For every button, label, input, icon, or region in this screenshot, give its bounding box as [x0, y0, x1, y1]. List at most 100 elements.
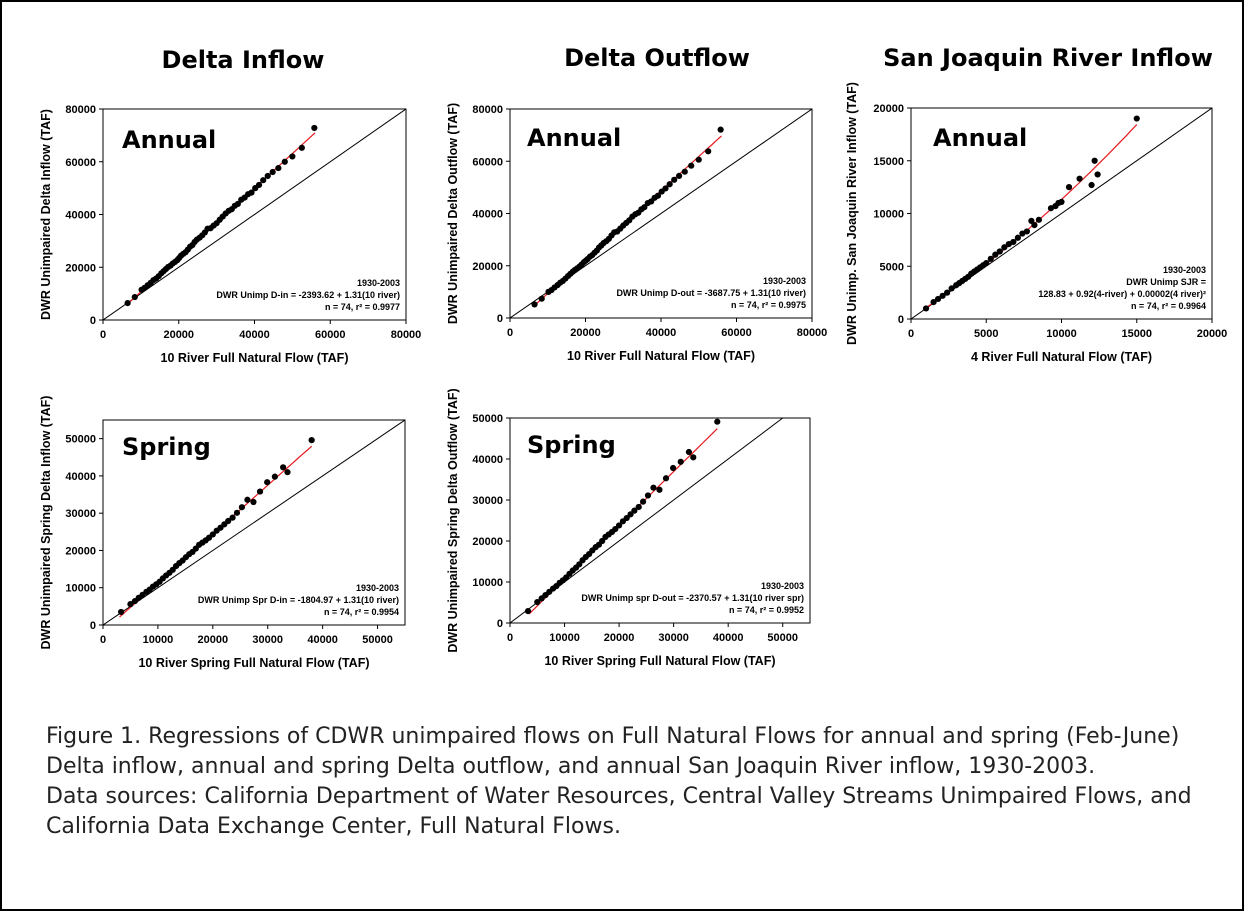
- data-point: [308, 437, 315, 444]
- x-tick-label: 30000: [252, 634, 283, 646]
- x-tick-label: 40000: [713, 632, 744, 644]
- data-point: [118, 608, 125, 616]
- data-point: [662, 475, 670, 482]
- x-tick-label: 40000: [307, 634, 338, 646]
- y-axis-label: DWR Unimp. San Joaquin River Inflow (TAF…: [845, 82, 859, 345]
- data-point: [1088, 181, 1095, 189]
- chart-panel-3: San Joaquin River Inflow 0 5000 10000 15000 2…: [845, 44, 1227, 364]
- x-tick-label: 20000: [198, 634, 229, 646]
- x-tick-label: 20000: [163, 329, 194, 341]
- x-tick-label: 10000: [549, 632, 580, 644]
- y-tick-label: 40000: [65, 210, 96, 222]
- x-tick-label: 0: [507, 632, 513, 644]
- data-point: [127, 601, 134, 608]
- data-point: [623, 514, 630, 522]
- season-label: Spring: [527, 431, 616, 459]
- data-point: [1023, 228, 1030, 235]
- data-point: [695, 156, 702, 163]
- data-point: [131, 293, 138, 301]
- data-point: [705, 148, 712, 155]
- data-point: [650, 484, 657, 491]
- x-tick-label: 50000: [362, 634, 393, 646]
- data-point: [256, 488, 264, 495]
- x-axis-label: 10 River Spring Full Natural Flow (TAF): [544, 654, 775, 668]
- data-point: [264, 172, 271, 180]
- data-point: [992, 251, 999, 258]
- y-tick-label: 5000: [880, 261, 904, 273]
- data-point: [677, 458, 684, 465]
- data-point: [271, 473, 278, 480]
- data-point: [669, 464, 677, 472]
- x-axis-label: 4 River Full Natural Flow (TAF): [971, 350, 1152, 364]
- x-tick-label: 15000: [1121, 328, 1152, 340]
- regression-annotation: 1930-2003: [357, 278, 400, 288]
- chart-panel-2: Delta Outflow 0 20000 40000 60000 80000 0 20000…: [446, 44, 827, 363]
- y-axis-label: DWR Unimpaired Delta Inflow (TAF): [39, 109, 53, 320]
- one-to-one-line: [103, 420, 405, 625]
- y-tick-label: 40000: [65, 471, 96, 483]
- regression-annotation: DWR Unimp SJR =: [1126, 277, 1206, 287]
- x-tick-label: 80000: [391, 329, 422, 341]
- data-point: [930, 299, 937, 306]
- regression-annotation: 128.83 + 0.92(4-river) + 0.00002(4 river…: [1038, 289, 1206, 299]
- data-point: [1094, 171, 1101, 178]
- data-point: [644, 492, 652, 499]
- data-point: [690, 454, 697, 461]
- data-point: [269, 168, 276, 176]
- regression-annotation: DWR Unimp D-out = -3687.75 + 1.31(10 riv…: [616, 288, 806, 298]
- y-tick-label: 60000: [472, 156, 503, 168]
- y-tick-label: 20000: [472, 261, 503, 273]
- data-point: [631, 507, 638, 514]
- x-tick-label: 10000: [1046, 328, 1077, 340]
- x-tick-label: 20000: [604, 632, 635, 644]
- x-tick-label: 5000: [974, 328, 998, 340]
- data-point: [250, 498, 257, 506]
- regression-annotation: 1930-2003: [1163, 265, 1206, 275]
- data-point: [1133, 115, 1140, 122]
- y-tick-label: 40000: [472, 209, 503, 221]
- data-point: [1014, 234, 1021, 241]
- x-tick-label: 0: [908, 328, 914, 340]
- season-label: Annual: [122, 126, 216, 154]
- data-point: [639, 498, 647, 505]
- x-tick-label: 20000: [570, 327, 601, 339]
- data-point: [280, 464, 287, 471]
- data-point: [681, 168, 688, 175]
- data-point: [948, 285, 955, 292]
- y-axis-label: DWR Unimpaired Delta Outflow (TAF): [446, 103, 460, 324]
- y-tick-label: 40000: [472, 454, 503, 466]
- regression-annotation: DWR Unimp D-in = -2393.62 + 1.31(10 rive…: [216, 290, 400, 300]
- y-tick-label: 0: [90, 620, 96, 632]
- x-tick-label: 0: [100, 329, 106, 341]
- data-point: [233, 509, 241, 516]
- x-tick-label: 60000: [315, 329, 346, 341]
- data-point: [298, 144, 305, 151]
- regression-annotation: n = 74, r² = 0.9975: [731, 300, 806, 310]
- data-point: [1076, 175, 1083, 182]
- y-tick-label: 0: [898, 314, 904, 326]
- y-axis-label: DWR Unimpaired Spring Delta Outflow (TAF…: [446, 388, 460, 652]
- data-point: [260, 177, 267, 184]
- data-point: [534, 598, 541, 606]
- y-tick-label: 20000: [65, 545, 96, 557]
- regression-annotation: 1930-2003: [763, 276, 806, 286]
- x-tick-label: 50000: [767, 632, 798, 644]
- x-tick-label: 10000: [143, 634, 174, 646]
- season-label: Annual: [527, 124, 621, 152]
- data-point: [671, 176, 678, 183]
- data-point: [284, 469, 291, 476]
- x-tick-label: 40000: [239, 329, 270, 341]
- data-point: [524, 608, 532, 615]
- data-point: [234, 200, 241, 208]
- data-point: [627, 511, 634, 518]
- y-tick-label: 0: [497, 313, 503, 325]
- one-to-one-line: [103, 109, 406, 320]
- data-point: [654, 192, 662, 199]
- data-point: [124, 300, 131, 307]
- data-point: [717, 126, 724, 133]
- data-point: [1065, 184, 1073, 191]
- chart-panel-4: 0 10000 20000 30000 40000 50000 0 10000 20000 300…: [39, 396, 406, 670]
- x-tick-label: 20000: [1197, 328, 1228, 340]
- data-point: [531, 301, 538, 308]
